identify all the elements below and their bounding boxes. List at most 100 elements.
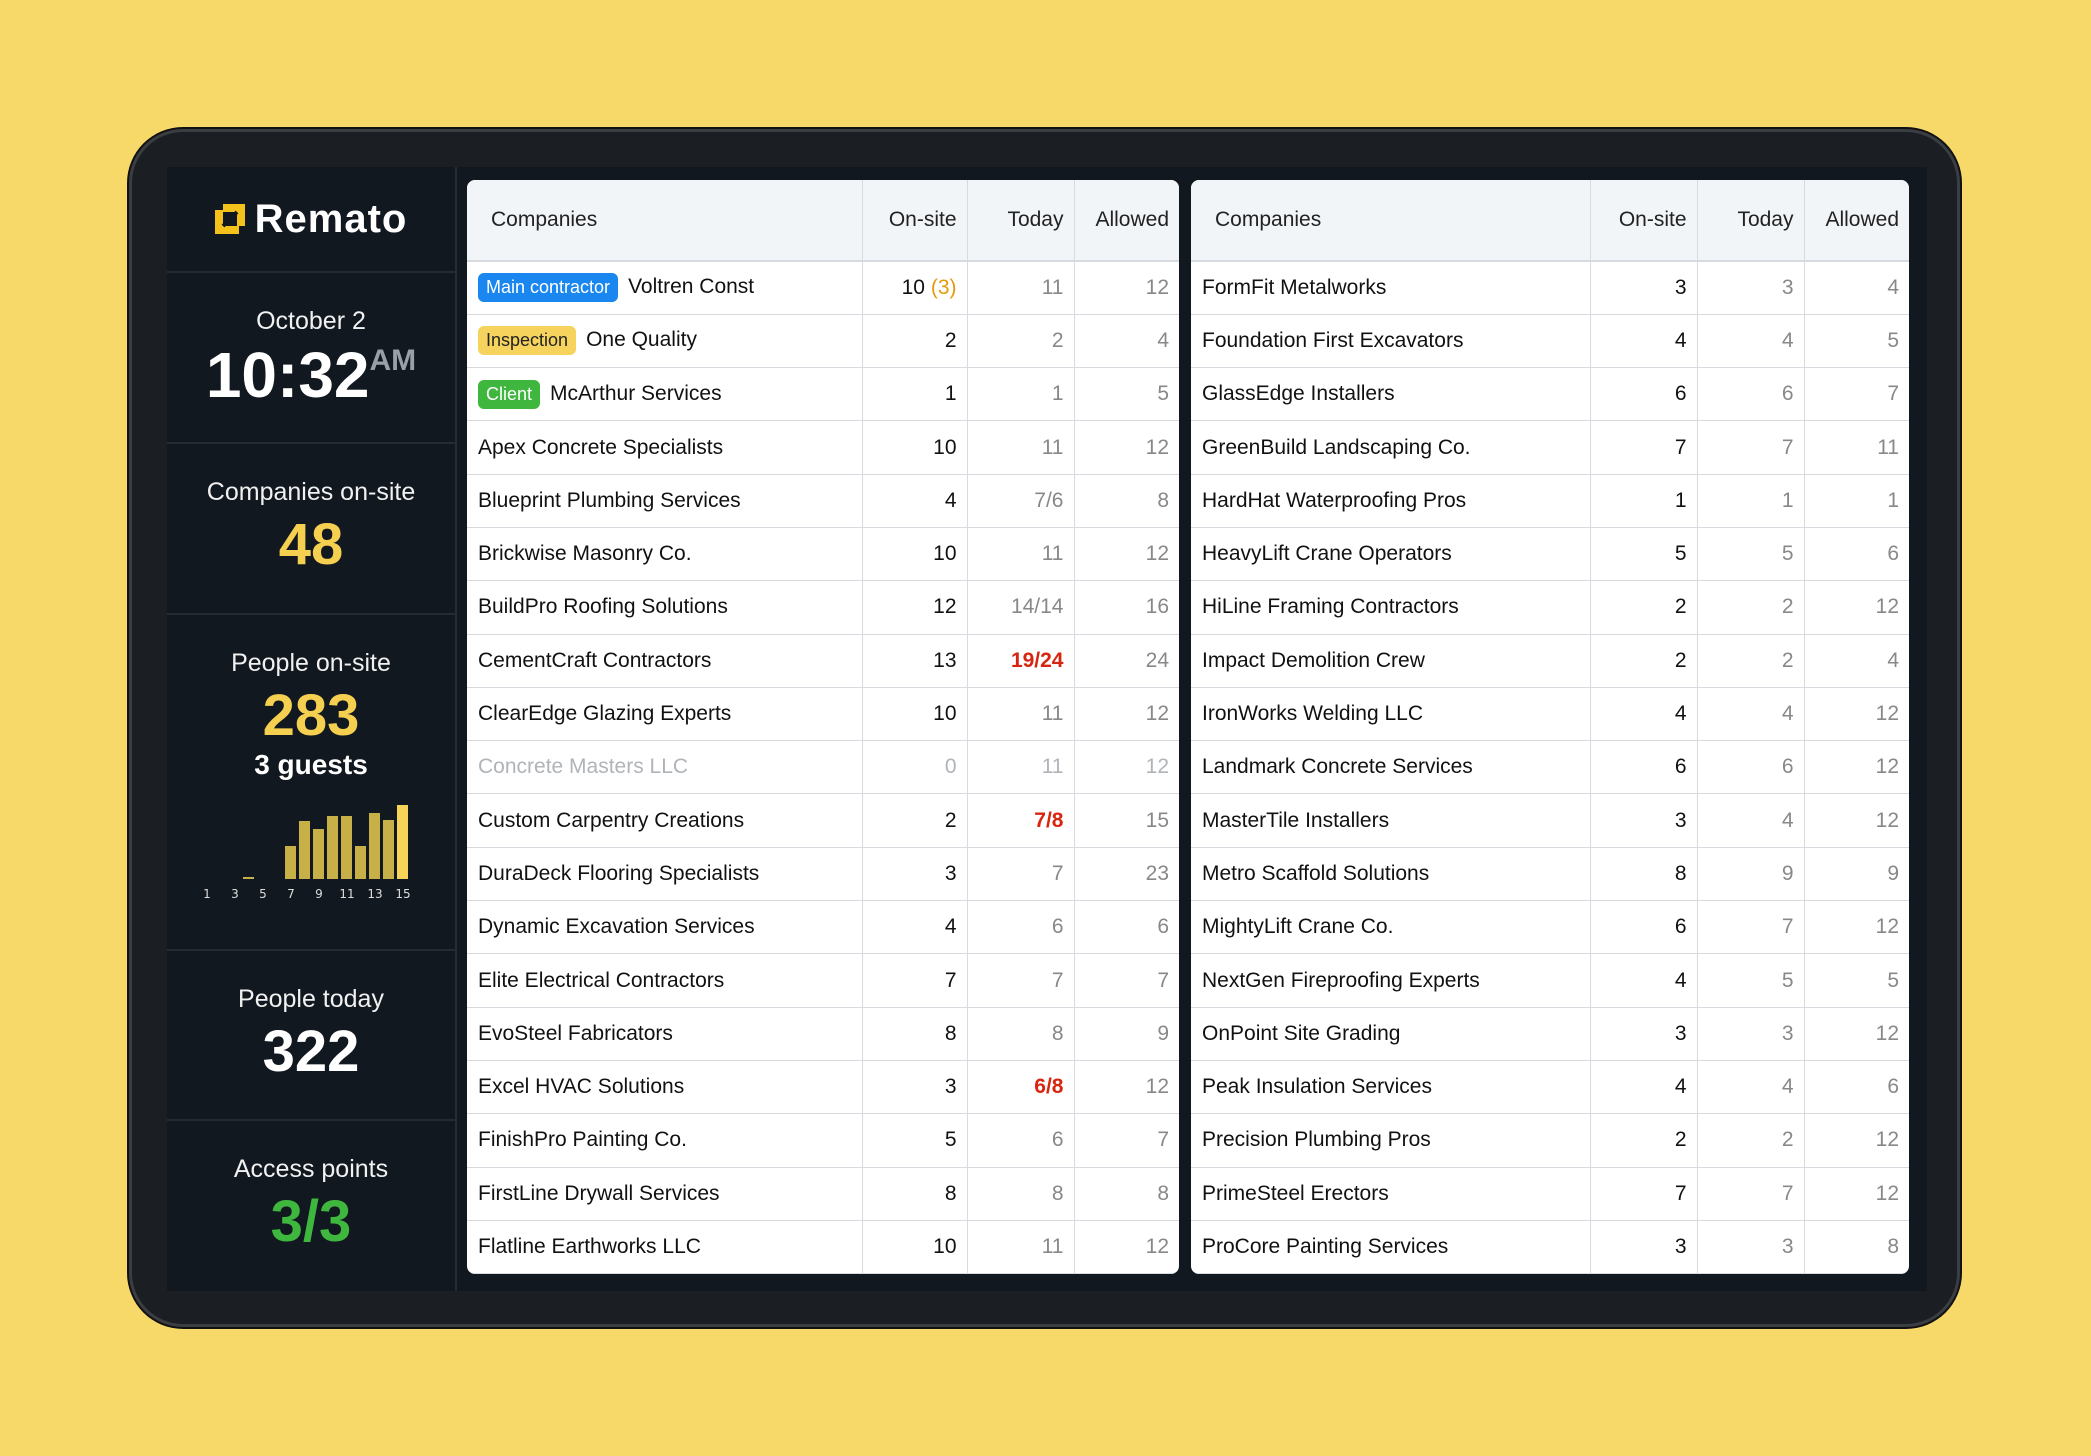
onsite-cell: 12: [862, 580, 968, 635]
onsite-cell: 4: [1590, 687, 1698, 742]
today-cell: 4: [1697, 1060, 1805, 1115]
onsite-cell: 8: [862, 1167, 968, 1221]
today-cell: 6: [967, 900, 1075, 955]
hourly-bar-9: [313, 828, 324, 879]
table-row[interactable]: Peak Insulation Services 4 4 6: [1191, 1060, 1909, 1115]
time: 10:32: [205, 339, 370, 411]
table-row[interactable]: Foundation First Excavators 4 4 5: [1191, 314, 1909, 369]
onsite-cell: 3: [1590, 261, 1698, 315]
company-name: NextGen Fireproofing Experts: [1202, 968, 1480, 992]
company-name: MasterTile Installers: [1202, 808, 1390, 832]
table-row[interactable]: FirstLine Drywall Services 8 8 8: [467, 1167, 1179, 1221]
table-row[interactable]: OnPoint Site Grading 3 3 12: [1191, 1007, 1909, 1061]
table-row[interactable]: Precision Plumbing Pros 2 2 12: [1191, 1113, 1909, 1168]
table-row[interactable]: FinishPro Painting Co. 5 6 7: [467, 1113, 1179, 1168]
table-row[interactable]: Landmark Concrete Services 6 6 12: [1191, 740, 1909, 795]
table-row[interactable]: Excel HVAC Solutions 3 6/8 12: [467, 1060, 1179, 1115]
company-name: Impact Demolition Crew: [1202, 648, 1425, 672]
table-row[interactable]: Elite Electrical Contractors 7 7 7: [467, 953, 1179, 1008]
company-cell: Precision Plumbing Pros: [1191, 1113, 1591, 1168]
dashboard-screen: Remato October 2 10:32AM Companies on-si…: [167, 167, 1927, 1291]
table-row[interactable]: Dynamic Excavation Services 4 6 6: [467, 900, 1179, 955]
onsite-cell: 2: [1590, 580, 1698, 635]
table-row[interactable]: Impact Demolition Crew 2 2 4: [1191, 634, 1909, 688]
today-cell: 7: [1697, 900, 1805, 955]
onsite-cell: 7: [862, 953, 968, 1008]
column-header-onsite[interactable]: On-site: [1590, 180, 1698, 262]
hourly-bar-15: [397, 805, 408, 879]
table-row[interactable]: ClearEdge Glazing Experts 10 11 12: [467, 687, 1179, 742]
table-row[interactable]: Client McArthur Services 1 1 5: [467, 367, 1179, 422]
table-row[interactable]: CementCraft Contractors 13 19/24 24: [467, 634, 1179, 688]
table-row[interactable]: IronWorks Welding LLC 4 4 12: [1191, 687, 1909, 742]
people-onsite-value: 283: [262, 683, 360, 748]
table-row[interactable]: MightyLift Crane Co. 6 7 12: [1191, 900, 1909, 955]
onsite-count: 6: [1674, 382, 1687, 406]
allowed-cell: 8: [1804, 1220, 1909, 1275]
table-row[interactable]: FormFit Metalworks 3 3 4: [1191, 261, 1909, 315]
company-role-badge: Main contractor: [478, 273, 619, 303]
table-row[interactable]: Apex Concrete Specialists 10 11 12: [467, 420, 1179, 475]
table-row[interactable]: Brickwise Masonry Co. 10 11 12: [467, 527, 1179, 582]
column-header-companies[interactable]: Companies: [467, 180, 863, 262]
table-row[interactable]: HiLine Framing Contractors 2 2 12: [1191, 580, 1909, 635]
clock: 10:32AM: [167, 338, 455, 412]
allowed-cell: 4: [1804, 634, 1909, 688]
today-cell: 9: [1697, 847, 1805, 902]
today-cell: 7/6: [967, 474, 1075, 528]
column-header-allowed[interactable]: Allowed: [1074, 180, 1179, 262]
onsite-count: 4: [1674, 328, 1687, 352]
onsite-count: 3: [944, 1075, 957, 1099]
table-row[interactable]: Blueprint Plumbing Services 4 7/6 8: [467, 474, 1179, 528]
company-cell: IronWorks Welding LLC: [1191, 687, 1591, 742]
table-row[interactable]: GreenBuild Landscaping Co. 7 7 11: [1191, 420, 1909, 475]
today-cell: 7/8: [967, 793, 1075, 848]
company-cell: Main contractor Voltren Const: [467, 261, 863, 315]
table-row[interactable]: MasterTile Installers 3 4 12: [1191, 793, 1909, 848]
company-cell: Excel HVAC Solutions: [467, 1060, 863, 1115]
onsite-guests: (3): [930, 275, 957, 299]
company-name: MightyLift Crane Co.: [1202, 915, 1394, 939]
table-row[interactable]: NextGen Fireproofing Experts 4 5 5: [1191, 953, 1909, 1008]
today-cell: 2: [1697, 580, 1805, 635]
onsite-cell: 3: [1590, 793, 1698, 848]
table-row[interactable]: Inspection One Quality 2 2 4: [467, 314, 1179, 369]
company-name: DuraDeck Flooring Specialists: [478, 861, 760, 885]
allowed-cell: 9: [1804, 847, 1909, 902]
table-row[interactable]: EvoSteel Fabricators 8 8 9: [467, 1007, 1179, 1061]
table-row[interactable]: HardHat Waterproofing Pros 1 1 1: [1191, 474, 1909, 528]
onsite-count: 7: [1674, 1181, 1687, 1205]
hour-tick-label: 11: [339, 887, 355, 901]
column-header-onsite[interactable]: On-site: [862, 180, 968, 262]
column-header-today[interactable]: Today: [967, 180, 1075, 262]
table-row[interactable]: HeavyLift Crane Operators 5 5 6: [1191, 527, 1909, 582]
hour-tick-label: 9: [315, 887, 323, 901]
onsite-cell: 10: [862, 527, 968, 582]
table-row[interactable]: Metro Scaffold Solutions 8 9 9: [1191, 847, 1909, 902]
table-row[interactable]: GlassEdge Installers 6 6 7: [1191, 367, 1909, 422]
column-header-companies[interactable]: Companies: [1191, 180, 1591, 262]
table-row[interactable]: PrimeSteel Erectors 7 7 12: [1191, 1167, 1909, 1221]
allowed-cell: 12: [1804, 1113, 1909, 1168]
onsite-count: 3: [1674, 1234, 1687, 1258]
table-row[interactable]: BuildPro Roofing Solutions 12 14/14 16: [467, 580, 1179, 635]
allowed-cell: 12: [1804, 1007, 1909, 1061]
today-cell: 7: [967, 847, 1075, 902]
table-row[interactable]: Concrete Masters LLC 0 11 12: [467, 740, 1179, 795]
allowed-cell: 23: [1074, 847, 1179, 902]
companies-table-left: Companies On-site Today Allowed Main con…: [467, 180, 1179, 1275]
company-name: CementCraft Contractors: [478, 648, 712, 672]
hour-tick-label: 1: [203, 887, 211, 901]
column-header-allowed[interactable]: Allowed: [1804, 180, 1909, 262]
onsite-cell: 0: [862, 740, 968, 795]
table-row[interactable]: Main contractor Voltren Const 10 (3) 11 12: [467, 261, 1179, 315]
table-row[interactable]: ProCore Painting Services 3 3 8: [1191, 1220, 1909, 1275]
table-row[interactable]: DuraDeck Flooring Specialists 3 7 23: [467, 847, 1179, 902]
table-row[interactable]: Flatline Earthworks LLC 10 11 12: [467, 1220, 1179, 1275]
onsite-count: 2: [944, 328, 957, 352]
column-header-today[interactable]: Today: [1697, 180, 1805, 262]
onsite-cell: 1: [1590, 474, 1698, 528]
allowed-cell: 12: [1074, 687, 1179, 742]
onsite-cell: 4: [862, 900, 968, 955]
table-row[interactable]: Custom Carpentry Creations 2 7/8 15: [467, 793, 1179, 848]
